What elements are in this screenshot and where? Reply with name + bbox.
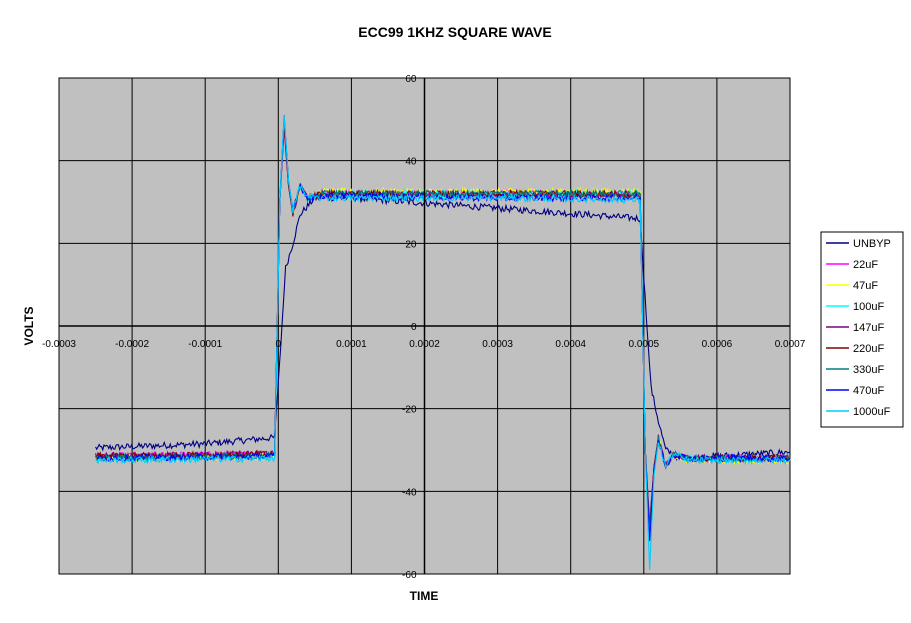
y-tick-label: 20 [405,239,417,250]
tick-labels: -0.0003 -0.0002 -0.0001 0 0.0001 0.0002 0.0003… [42,74,806,581]
x-tick-label: 0.0003 [482,339,513,350]
axes [59,78,790,574]
legend-label-47uF: 47uF [853,280,878,292]
x-tick-label: 0.0001 [336,339,367,350]
y-tick-label: 60 [405,74,417,85]
legend-label-100uF: 100uF [853,301,884,313]
x-axis-title: TIME [410,589,439,603]
legend-label-UNBYP: UNBYP [853,238,891,250]
x-tick-label: -0.0002 [115,339,149,350]
x-tick-label: 0.0007 [775,339,806,350]
y-tick-label: 0 [411,322,417,333]
chart-title: ECC99 1KHZ SQUARE WAVE [358,24,551,40]
series-line-1000uF [95,115,791,570]
legend-label-330uF: 330uF [853,364,884,376]
legend-label-470uF: 470uF [853,385,884,397]
y-tick-label: -20 [402,405,417,416]
x-tick-label: 0 [276,339,282,350]
y-tick-label: -40 [402,487,417,498]
legend-label-22uF: 22uF [853,259,878,271]
series-group [95,115,791,570]
x-tick-label: 0.0004 [555,339,586,350]
y-tick-label: 40 [405,157,417,168]
legend-label-220uF: 220uF [853,343,884,355]
x-tick-label: 0.0002 [409,339,440,350]
y-axis-title: VOLTS [22,306,36,345]
x-tick-label: -0.0003 [42,339,76,350]
legend-label-1000uF: 1000uF [853,406,891,418]
x-tick-label: 0.0006 [702,339,733,350]
x-tick-label: 0.0005 [629,339,660,350]
legend-label-147uF: 147uF [853,322,884,334]
y-tick-label: -60 [402,570,417,581]
x-tick-label: -0.0001 [188,339,222,350]
legend: UNBYP 22uF 47uF 100uF 147uF 220uF 330uF 470uF 10… [820,231,904,428]
